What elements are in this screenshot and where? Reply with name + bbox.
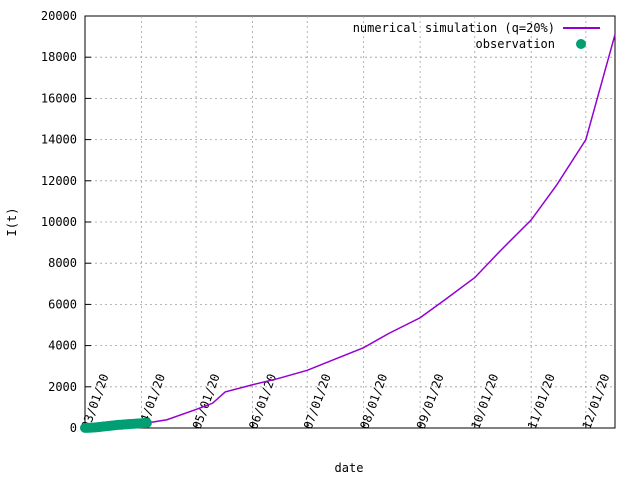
y-tick-label: 4000 [48, 339, 77, 353]
y-tick-label: 2000 [48, 380, 77, 394]
y-tick-label: 6000 [48, 297, 77, 311]
legend-label: observation [476, 37, 555, 51]
y-tick-label: 12000 [41, 174, 77, 188]
sim-line [84, 34, 616, 429]
x-tick-label: 12/01/20 [580, 372, 613, 431]
observation-point [141, 417, 152, 428]
y-tick-label: 20000 [41, 9, 77, 23]
y-axis-label: I(t) [5, 208, 19, 237]
x-tick-label: 06/01/20 [246, 372, 279, 431]
legend-label: numerical simulation (q=20%) [353, 21, 555, 35]
y-tick-label: 14000 [41, 133, 77, 147]
x-tick-label: 08/01/20 [357, 372, 390, 431]
x-axis-label: date [335, 461, 364, 475]
x-tick-label: 11/01/20 [525, 372, 558, 431]
y-tick-label: 16000 [41, 91, 77, 105]
y-tick-label: 18000 [41, 50, 77, 64]
x-tick-label: 09/01/20 [414, 372, 447, 431]
x-tick-label: 10/01/20 [468, 372, 501, 431]
legend-dot [576, 39, 586, 49]
y-tick-label: 10000 [41, 215, 77, 229]
y-tick-label: 8000 [48, 256, 77, 270]
y-tick-label: 0 [70, 421, 77, 435]
x-tick-label: 05/01/20 [190, 372, 223, 431]
x-tick-label: 07/01/20 [301, 372, 334, 431]
